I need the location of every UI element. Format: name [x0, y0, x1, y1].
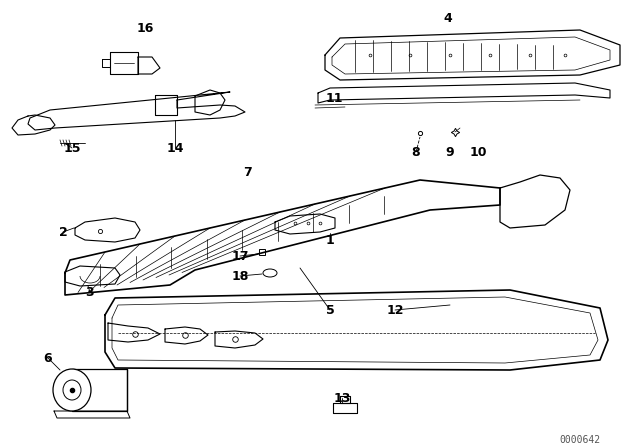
Text: 11: 11: [325, 91, 343, 104]
Text: 2: 2: [59, 225, 67, 238]
Text: 3: 3: [86, 285, 94, 298]
Text: 0000642: 0000642: [559, 435, 600, 445]
Text: 17: 17: [231, 250, 249, 263]
Text: 10: 10: [469, 146, 487, 159]
Text: 18: 18: [231, 270, 249, 283]
Text: 6: 6: [44, 352, 52, 365]
Text: 1: 1: [326, 233, 334, 246]
Ellipse shape: [63, 380, 81, 400]
Text: 16: 16: [136, 22, 154, 34]
Text: 4: 4: [444, 12, 452, 25]
Text: 15: 15: [63, 142, 81, 155]
Ellipse shape: [53, 369, 91, 411]
Text: 7: 7: [244, 165, 252, 178]
Text: 14: 14: [166, 142, 184, 155]
Text: 5: 5: [326, 303, 334, 316]
Text: 8: 8: [412, 146, 420, 159]
Text: 9: 9: [445, 146, 454, 159]
Text: 13: 13: [333, 392, 351, 405]
Text: 12: 12: [387, 303, 404, 316]
Ellipse shape: [263, 269, 277, 277]
